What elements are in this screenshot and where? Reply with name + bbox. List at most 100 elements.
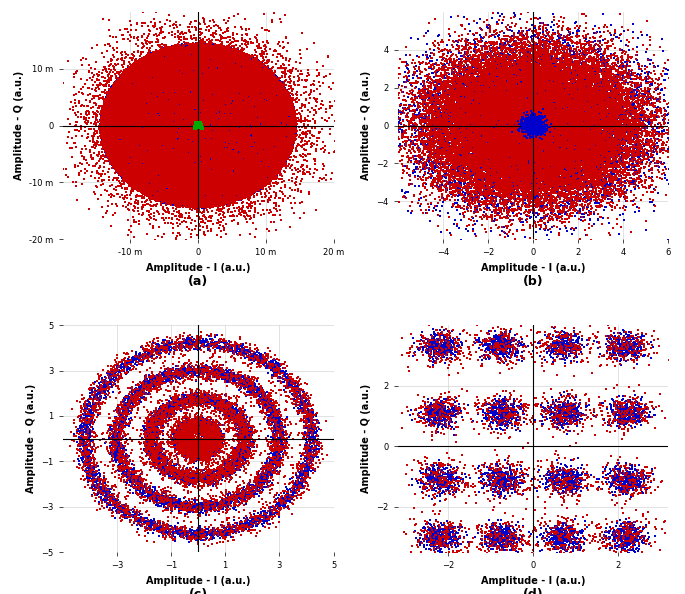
- Point: [595, 130, 606, 140]
- Point: [621, 339, 632, 348]
- Point: [588, 74, 599, 84]
- Point: [581, 142, 592, 151]
- Point: [141, 62, 152, 71]
- Point: [226, 179, 237, 189]
- Point: [127, 393, 138, 403]
- Point: [211, 41, 222, 50]
- Point: [626, 519, 637, 528]
- Point: [498, 105, 509, 114]
- Point: [144, 126, 155, 135]
- Point: [199, 108, 210, 117]
- Point: [523, 111, 534, 121]
- Point: [538, 121, 549, 130]
- Point: [477, 144, 488, 154]
- Point: [103, 114, 114, 124]
- Point: [523, 121, 534, 131]
- Point: [96, 118, 107, 127]
- Point: [528, 124, 539, 133]
- Point: [513, 127, 524, 137]
- Point: [223, 108, 234, 118]
- Point: [259, 172, 270, 182]
- Point: [571, 146, 582, 155]
- Point: [632, 138, 643, 147]
- Point: [508, 535, 519, 544]
- Point: [186, 72, 197, 81]
- Point: [432, 407, 443, 417]
- Point: [181, 176, 192, 185]
- Point: [575, 112, 586, 122]
- Point: [286, 114, 297, 124]
- Point: [577, 118, 588, 128]
- Point: [110, 115, 121, 125]
- Point: [405, 157, 416, 166]
- Point: [284, 494, 295, 503]
- Point: [221, 163, 232, 172]
- Point: [186, 137, 197, 146]
- Point: [237, 142, 248, 151]
- Point: [170, 54, 181, 64]
- Point: [564, 339, 575, 348]
- Point: [448, 157, 459, 167]
- Point: [518, 146, 529, 156]
- Point: [263, 160, 274, 170]
- Point: [177, 146, 188, 156]
- Point: [81, 119, 92, 128]
- Point: [160, 118, 171, 128]
- Point: [179, 125, 190, 134]
- Point: [174, 51, 185, 61]
- Point: [150, 184, 161, 194]
- Point: [234, 378, 245, 387]
- Point: [629, 529, 640, 539]
- Point: [510, 473, 521, 482]
- Point: [596, 157, 607, 167]
- Point: [488, 150, 499, 160]
- Point: [506, 113, 517, 122]
- Point: [206, 116, 216, 126]
- Point: [456, 124, 467, 134]
- Point: [151, 162, 162, 172]
- Point: [145, 351, 155, 361]
- Point: [540, 107, 551, 116]
- Point: [251, 143, 262, 153]
- Point: [186, 507, 197, 516]
- Point: [594, 140, 605, 149]
- Point: [445, 185, 456, 194]
- Point: [296, 397, 307, 406]
- Point: [204, 46, 215, 56]
- Point: [524, 122, 535, 132]
- Point: [544, 90, 555, 99]
- Point: [134, 106, 145, 115]
- Point: [518, 131, 529, 141]
- Point: [125, 25, 136, 34]
- Point: [159, 463, 170, 473]
- Point: [241, 102, 252, 111]
- Point: [543, 329, 554, 339]
- Point: [232, 413, 243, 422]
- Point: [155, 448, 166, 457]
- Point: [186, 62, 197, 71]
- Point: [545, 121, 556, 130]
- Point: [516, 113, 527, 123]
- Point: [496, 67, 507, 76]
- Point: [252, 94, 263, 104]
- Point: [161, 194, 172, 203]
- Point: [436, 337, 447, 347]
- Point: [170, 181, 181, 190]
- Point: [179, 176, 190, 185]
- Point: [601, 426, 612, 435]
- Point: [537, 115, 548, 125]
- Point: [228, 162, 239, 172]
- Point: [228, 454, 239, 463]
- Point: [513, 141, 524, 150]
- Point: [211, 49, 222, 59]
- Point: [90, 474, 101, 484]
- Point: [169, 421, 180, 431]
- Point: [170, 163, 181, 173]
- Point: [642, 128, 653, 138]
- Point: [477, 146, 488, 156]
- Point: [550, 476, 561, 486]
- Point: [237, 138, 248, 147]
- Point: [123, 168, 134, 177]
- Point: [523, 191, 534, 200]
- Point: [520, 114, 531, 124]
